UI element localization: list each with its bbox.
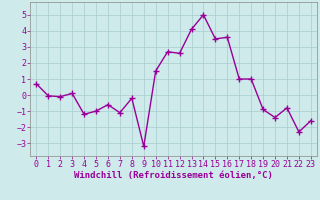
X-axis label: Windchill (Refroidissement éolien,°C): Windchill (Refroidissement éolien,°C) (74, 171, 273, 180)
